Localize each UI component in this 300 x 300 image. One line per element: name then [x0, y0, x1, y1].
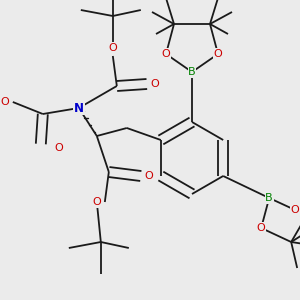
Text: O: O [108, 43, 117, 53]
Text: B: B [266, 193, 273, 203]
Text: O: O [214, 49, 222, 59]
Text: O: O [150, 79, 159, 89]
Text: N: N [74, 101, 84, 115]
Text: O: O [144, 171, 153, 181]
Text: B: B [188, 67, 196, 77]
Text: O: O [291, 205, 300, 215]
Text: O: O [0, 97, 9, 107]
Text: O: O [92, 197, 101, 207]
Text: O: O [162, 49, 170, 59]
Text: O: O [257, 223, 266, 233]
Text: O: O [54, 143, 63, 153]
